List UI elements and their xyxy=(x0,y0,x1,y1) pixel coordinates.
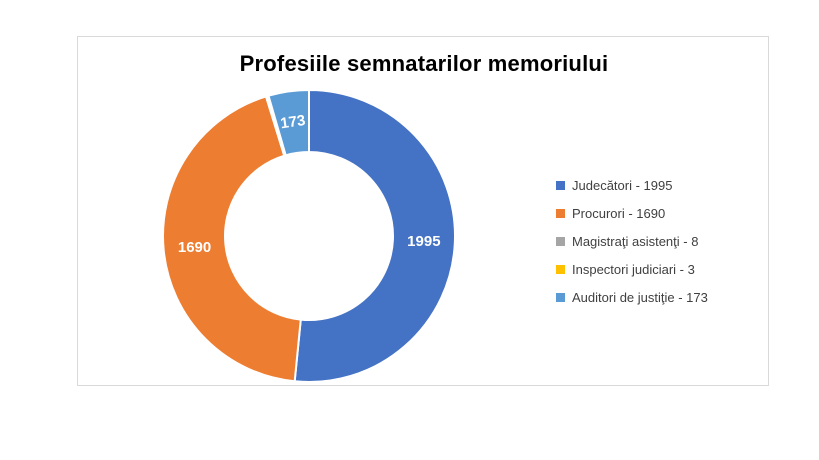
legend-item-5: Auditori de justiţie - 173 xyxy=(556,283,761,311)
legend-item-1: Judecători - 1995 xyxy=(556,171,761,199)
legend-swatch xyxy=(556,292,565,302)
legend-swatch xyxy=(556,208,565,218)
data-label-2: 1690 xyxy=(178,239,211,256)
legend-swatch xyxy=(556,264,565,274)
data-label-1: 1995 xyxy=(407,233,440,250)
legend-label: Inspectori judiciari - 3 xyxy=(572,261,695,277)
legend-item-4: Inspectori judiciari - 3 xyxy=(556,255,761,283)
legend-label: Magistraţi asistenţi - 8 xyxy=(572,233,699,249)
legend-label: Auditori de justiţie - 173 xyxy=(572,289,708,305)
legend-label: Procurori - 1690 xyxy=(572,205,666,221)
chart-title: Profesiile semnatarilor memoriului xyxy=(239,51,609,76)
donut-chart: 1995 1690 173 xyxy=(162,88,456,383)
chart-legend: Judecători - 1995 Procurori - 1690 Magistr… xyxy=(556,171,761,311)
legend-swatch xyxy=(556,236,565,246)
legend-item-2: Procurori - 1690 xyxy=(556,199,761,227)
donut-slice-1 xyxy=(293,88,456,383)
legend-swatch xyxy=(556,180,565,190)
donut-slice-5 xyxy=(267,88,310,157)
donut-slice-2 xyxy=(162,95,302,383)
data-label-5: 173 xyxy=(279,112,306,132)
legend-item-3: Magistraţi asistenţi - 8 xyxy=(556,227,761,255)
chart-container: Profesiile semnatarilor memoriului 1995 1… xyxy=(77,36,769,386)
legend-label: Judecători - 1995 xyxy=(572,177,673,193)
